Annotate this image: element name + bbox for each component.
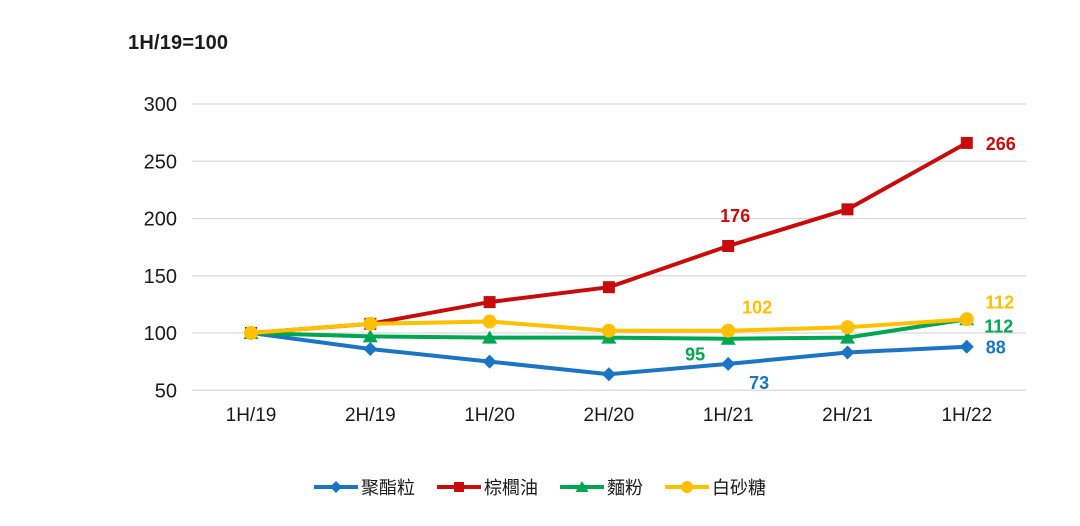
- x-tick-label-1H/21: 1H/21: [703, 405, 754, 426]
- circle-marker: [840, 320, 855, 335]
- series-聚酯粒: 73 88: [244, 326, 1006, 393]
- data-label-麵粉-1H/21: 95: [685, 345, 705, 365]
- data-label-聚酯粒-1H/21: 73: [749, 373, 769, 393]
- triangle-marker: [362, 329, 378, 343]
- legend-label: 棕櫚油: [484, 478, 538, 498]
- square-marker: [722, 239, 735, 252]
- y-tick-label: 100: [144, 323, 177, 345]
- legend-label: 聚酯粒: [361, 478, 415, 498]
- legend-label: 白砂糖: [712, 478, 766, 498]
- y-tick-label: 200: [144, 209, 177, 231]
- series-白砂糖: 102 112: [244, 292, 1014, 340]
- diamond-marker: [482, 354, 497, 369]
- diamond-marker: [601, 367, 616, 382]
- legend-label: 麵粉: [607, 478, 643, 498]
- chart-legend: 聚酯粒 棕櫚油 麵粉 白砂糖: [0, 474, 1080, 500]
- x-tick-label-1H/22: 1H/22: [941, 405, 992, 426]
- y-axis-tick-labels: 50 100 150 200 250 300: [144, 94, 177, 402]
- y-tick-label: 250: [144, 151, 177, 173]
- series-line-棕櫚油: [249, 140, 969, 335]
- circle-marker: [363, 316, 378, 331]
- square-marker: [602, 281, 615, 294]
- data-label-棕櫚油-1H/21: 176: [720, 206, 750, 226]
- series-麵粉: 95 112: [243, 312, 1013, 365]
- circle-marker: [244, 326, 258, 340]
- index-base-note: 1H/19=100: [128, 32, 229, 54]
- circle-marker: [721, 323, 736, 338]
- diamond-marker: [959, 339, 974, 354]
- y-tick-label: 300: [144, 94, 177, 116]
- x-tick-label-1H/20: 1H/20: [464, 405, 515, 426]
- circle-marker: [959, 312, 974, 327]
- square-marker: [841, 203, 854, 216]
- diamond-marker: [840, 345, 855, 360]
- x-tick-label-2H/19: 2H/19: [345, 405, 396, 426]
- gridlines: [192, 103, 1026, 391]
- triangle-marker: [575, 481, 589, 492]
- x-tick-label-1H/19: 1H/19: [226, 405, 277, 426]
- triangle-marker: [840, 330, 855, 344]
- square-marker: [483, 296, 496, 309]
- data-label-白砂糖-1H/21: 102: [742, 298, 772, 318]
- circle-marker: [601, 323, 616, 338]
- legend-item-聚酯粒: 聚酯粒: [314, 474, 415, 500]
- x-axis-tick-labels: 1H/19 2H/19 1H/20 2H/20 1H/21 2H/21 1H/22: [226, 405, 993, 426]
- square-marker: [454, 482, 464, 492]
- legend-key-square-icon: [437, 482, 481, 492]
- x-tick-label-2H/20: 2H/20: [584, 405, 635, 426]
- y-tick-label: 50: [155, 380, 177, 402]
- data-label-棕櫚油-1H/22: 266: [986, 134, 1016, 154]
- circle-marker: [482, 314, 497, 329]
- series-棕櫚油: 176 266: [245, 134, 1016, 339]
- circle-marker: [681, 481, 693, 493]
- y-tick-label: 150: [144, 266, 177, 288]
- data-label-聚酯粒-1H/22: 88: [986, 338, 1006, 358]
- triangle-marker: [482, 330, 498, 344]
- diamond-marker: [330, 481, 342, 493]
- legend-item-麵粉: 麵粉: [560, 474, 643, 500]
- legend-item-白砂糖: 白砂糖: [665, 474, 766, 500]
- legend-item-棕櫚油: 棕櫚油: [437, 474, 538, 500]
- legend-key-triangle-icon: [560, 481, 604, 492]
- square-marker: [960, 136, 973, 149]
- legend-key-diamond-icon: [314, 481, 358, 493]
- diamond-marker: [363, 342, 378, 357]
- data-label-麵粉-1H/22: 112: [984, 316, 1013, 336]
- legend-key-circle-icon: [665, 481, 709, 493]
- data-label-白砂糖-1H/22: 112: [985, 292, 1014, 312]
- triangle-marker: [720, 331, 736, 345]
- diamond-marker: [721, 356, 736, 371]
- x-tick-label-2H/21: 2H/21: [822, 405, 873, 426]
